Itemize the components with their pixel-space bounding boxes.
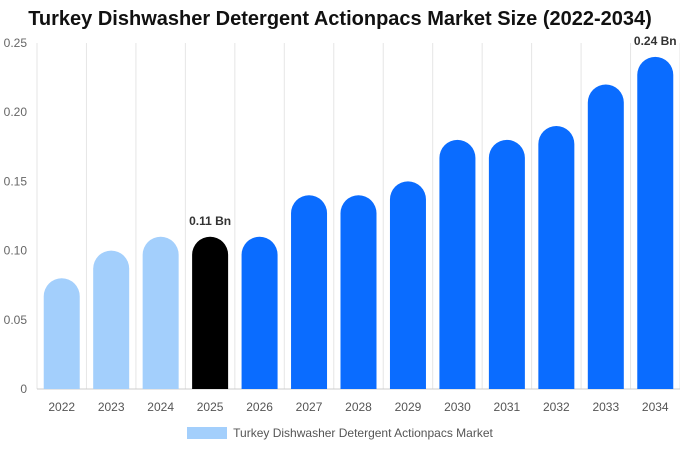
x-tick-label: 2022 (48, 400, 75, 414)
x-tick-label: 2031 (494, 400, 521, 414)
x-tick-label: 2023 (98, 400, 125, 414)
y-tick-label: 0.10 (4, 244, 28, 258)
bar-2025 (192, 236, 229, 389)
x-tick-label: 2033 (592, 400, 619, 414)
y-tick-label: 0 (20, 382, 27, 396)
y-tick-label: 0.25 (4, 36, 28, 50)
x-tick-label: 2032 (543, 400, 570, 414)
x-tick-label: 2029 (395, 400, 422, 414)
bar-2023 (93, 250, 130, 389)
legend: Turkey Dishwasher Detergent Actionpacs M… (0, 426, 680, 440)
bar-2030 (439, 139, 476, 389)
bar-2024 (142, 236, 179, 389)
x-tick-label: 2025 (197, 400, 224, 414)
bar-2026 (241, 236, 278, 389)
y-tick-label: 0.15 (4, 174, 28, 188)
data-label: 0.11 Bn (189, 214, 231, 228)
bar-2034 (637, 56, 674, 390)
x-tick-label: 2034 (642, 400, 669, 414)
data-label: 0.24 Bn (634, 34, 677, 48)
bar-2028 (340, 195, 377, 389)
bar-2022 (43, 278, 80, 389)
x-tick-label: 2024 (147, 400, 174, 414)
bar-2033 (587, 84, 624, 390)
chart-title: Turkey Dishwasher Detergent Actionpacs M… (28, 8, 652, 30)
bar-2027 (291, 195, 328, 389)
y-tick-label: 0.05 (4, 313, 28, 327)
bar-2029 (389, 181, 426, 389)
bar-2032 (538, 126, 575, 390)
x-tick-label: 2028 (345, 400, 372, 414)
legend-swatch (187, 427, 228, 439)
y-tick-label: 0.20 (4, 105, 28, 119)
x-tick-label: 2030 (444, 400, 471, 414)
legend-label: Turkey Dishwasher Detergent Actionpacs M… (233, 426, 493, 440)
x-tick-label: 2026 (246, 400, 273, 414)
x-tick-label: 2027 (296, 400, 323, 414)
bar-2031 (488, 139, 525, 389)
